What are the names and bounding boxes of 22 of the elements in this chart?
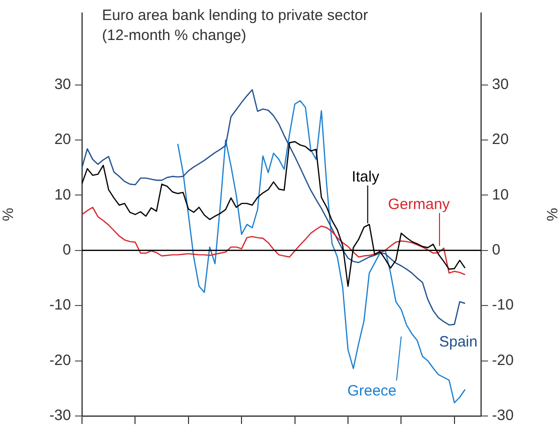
y-tick-label: 10 — [54, 186, 71, 204]
text: Germany — [388, 196, 450, 213]
y-tick-label: 0 — [62, 242, 71, 259]
y-tick-label: -30 — [49, 407, 71, 424]
series-label: Spain — [439, 333, 478, 350]
y2-tick-label: 30 — [492, 76, 509, 93]
y2-tick-label: 0 — [492, 242, 500, 259]
y-axis-title: % — [0, 208, 18, 222]
y2-tick-label: -30 — [492, 407, 514, 424]
y2-tick-label: -20 — [492, 352, 514, 369]
y2-tick-label: 10 — [492, 186, 509, 204]
series-label: Greece — [347, 382, 397, 400]
y2-tick-label: -10 — [492, 296, 514, 314]
y-tick-label: 30 — [54, 76, 71, 93]
y-tick-label: -10 — [49, 296, 71, 314]
y2-tick-label: 20 — [492, 131, 509, 148]
y-tick-label: 20 — [54, 131, 71, 148]
y-tick-label: -20 — [49, 352, 71, 369]
text: Italy — [352, 168, 380, 186]
y2-axis-title: % — [542, 208, 560, 222]
chart-title: Euro area bank lending to private sector — [102, 7, 368, 24]
text: (12-month % change) — [102, 27, 246, 44]
